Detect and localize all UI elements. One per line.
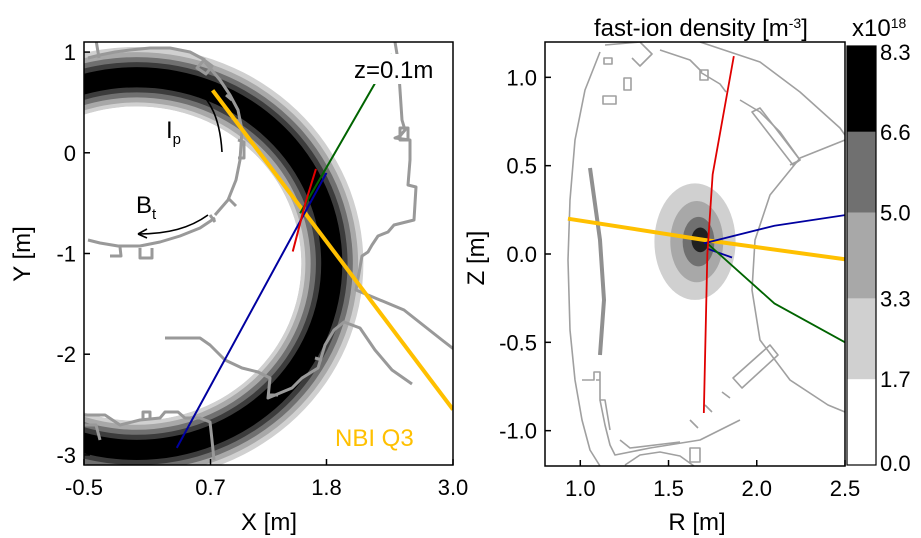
colorbar-title: fast-ion density [m-3] [594, 15, 808, 42]
density-ring-band-3 [84, 62, 348, 465]
right-ticks: 1.0 1.5 2.0 2.5 1.0 0.5 0.0 -0.5 -1.0 [499, 65, 860, 501]
colorbar-level-0 [847, 379, 876, 465]
left-ticks: -0.5 0.7 1.8 3.0 1 0 -1 -2 -3 [56, 40, 468, 500]
left-xtick-label: 1.8 [311, 475, 342, 500]
left-ylabel: Y [m] [9, 226, 36, 282]
left-ytick-label: -3 [56, 443, 76, 468]
right-ytick-label: 0.0 [506, 242, 537, 267]
colorbar-level-1 [847, 298, 876, 380]
right-ytick-label: 1.0 [506, 65, 537, 90]
current-direction-arrows [137, 87, 223, 239]
bt-arrowhead [137, 228, 148, 239]
colorbar-tick-label: 5.0 [880, 201, 911, 226]
ip-arrowhead [195, 87, 206, 98]
colorbar-tick-label: 1.7 [880, 367, 911, 392]
right-line-4 [702, 55, 735, 414]
right-ytick-label: -1.0 [499, 419, 537, 444]
right-line-3 [706, 242, 845, 344]
right-line-2 [707, 247, 733, 259]
colorbar-tick-label: 0.0 [880, 451, 911, 476]
ip-arrow [195, 87, 223, 153]
colorbar-tick-label: 6.6 [880, 120, 911, 145]
beam-label: NBI Q3 [335, 425, 414, 452]
left-line-3 [291, 168, 317, 252]
right-line-1 [703, 214, 845, 245]
z-position-label: z=0.1m [354, 57, 433, 84]
left-line-0 [211, 89, 453, 411]
vessel-wall-outline [84, 42, 453, 461]
left-ytick-label: 0 [64, 141, 76, 166]
colorbar-exponent: x1018 [852, 15, 906, 42]
right-xtick-label: 1.0 [565, 476, 596, 501]
colorbar-level-4 [847, 46, 876, 132]
vessel-cross-section [567, 42, 845, 466]
left-ytick-label: -1 [56, 242, 76, 267]
bt-arrow [137, 214, 209, 235]
right-ytick-label: -0.5 [499, 330, 537, 355]
left-panel-plot: Ip Bt z=0.1m NBI Q3 -0.5 0.7 1.8 3.010-1-2-… [9, 40, 468, 536]
left-ytick-label: 1 [64, 40, 76, 65]
left-ytick-label: -2 [56, 342, 76, 367]
ip-label: Ip [166, 117, 181, 148]
colorbar-level-3 [847, 131, 876, 213]
right-xtick-label: 2.0 [741, 476, 772, 501]
right-ytick-label: 0.5 [506, 154, 537, 179]
left-xtick-label: -0.5 [65, 475, 103, 500]
colorbar-level-2 [847, 212, 876, 299]
right-xtick-label: 2.5 [830, 476, 861, 501]
inner-limiter [588, 167, 607, 356]
z-label-background [353, 54, 445, 84]
left-xlabel: X [m] [241, 509, 297, 536]
right-line-0 [567, 216, 845, 262]
bt-label: Bt [136, 192, 157, 223]
colorbar-frame [846, 45, 877, 466]
colorbar-tick-label: 3.3 [880, 286, 911, 311]
ring-hole [84, 106, 302, 421]
colorbar-tick-label: 8.3 [880, 40, 911, 65]
right-xtick-label: 1.5 [653, 476, 684, 501]
colorbar: 8.3 6.6 5.0 3.3 1.7 0.0 [846, 40, 911, 476]
beam-lines-poloidal [567, 55, 845, 414]
right-xlabel: R [m] [668, 509, 725, 536]
left-xtick-label: 3.0 [438, 475, 469, 500]
right-panel-plot: 1.0 1.5 2.0 2.5 1.0 0.5 0.0 -0.5 -1.0 R [m] Z [m… [463, 15, 860, 536]
left-xtick-label: 0.7 [195, 475, 226, 500]
beam-lines [175, 53, 453, 449]
right-ylabel: Z [m] [463, 231, 490, 286]
density-ring [84, 47, 364, 465]
